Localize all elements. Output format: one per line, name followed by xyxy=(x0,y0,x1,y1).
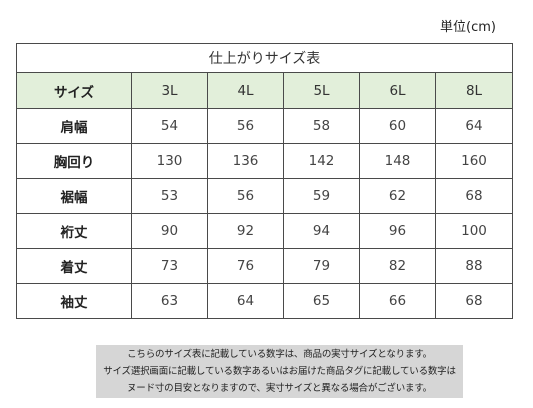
table-row: 裾幅 53 56 59 62 68 xyxy=(16,178,513,214)
row-label: 裾幅 xyxy=(16,178,132,214)
row-label: 着丈 xyxy=(16,248,132,284)
table-cell: 68 xyxy=(435,283,513,319)
size-header-8l: 8L xyxy=(435,72,513,109)
note-line: ヌード寸の目安となりますので、実寸サイズと異なる場合がございます。 xyxy=(126,383,432,394)
table-cell: 73 xyxy=(131,248,208,284)
table-cell: 64 xyxy=(435,108,513,144)
measurement-note: こちらのサイズ表に記載している数字は、商品の実寸サイズとなります。 サイズ選択画… xyxy=(96,345,463,398)
table-cell: 64 xyxy=(207,283,284,319)
table-row: 裄丈 90 92 94 96 100 xyxy=(16,213,513,249)
table-cell: 92 xyxy=(207,213,284,249)
table-row: 肩幅 54 56 58 60 64 xyxy=(16,108,513,144)
table-cell: 136 xyxy=(207,143,284,179)
size-chart-table: 仕上がりサイズ表 サイズ 3L 4L 5L 6L 8L 肩幅 54 56 58 … xyxy=(16,43,513,319)
table-cell: 68 xyxy=(435,178,513,214)
table-cell: 148 xyxy=(359,143,436,179)
size-header-6l: 6L xyxy=(359,72,436,109)
table-row: 胸回り 130 136 142 148 160 xyxy=(16,143,513,179)
table-cell: 82 xyxy=(359,248,436,284)
size-header-3l: 3L xyxy=(131,72,208,109)
table-cell: 56 xyxy=(207,108,284,144)
size-header-4l: 4L xyxy=(207,72,284,109)
note-line: サイズ選択画面に記載している数字あるいはお届けた商品タグに記載している数字は xyxy=(103,366,456,377)
table-cell: 100 xyxy=(435,213,513,249)
note-line: こちらのサイズ表に記載している数字は、商品の実寸サイズとなります。 xyxy=(127,349,432,360)
table-cell: 88 xyxy=(435,248,513,284)
size-header-5l: 5L xyxy=(283,72,360,109)
table-cell: 76 xyxy=(207,248,284,284)
table-title-row: 仕上がりサイズ表 xyxy=(16,43,513,73)
table-row: 着丈 73 76 79 82 88 xyxy=(16,248,513,284)
table-cell: 90 xyxy=(131,213,208,249)
table-cell: 142 xyxy=(283,143,360,179)
table-cell: 53 xyxy=(131,178,208,214)
table-cell: 130 xyxy=(131,143,208,179)
row-label: 裄丈 xyxy=(16,213,132,249)
table-cell: 66 xyxy=(359,283,436,319)
table-cell: 56 xyxy=(207,178,284,214)
table-cell: 160 xyxy=(435,143,513,179)
size-column-header: サイズ xyxy=(16,72,132,109)
table-cell: 58 xyxy=(283,108,360,144)
row-label: 肩幅 xyxy=(16,108,132,144)
table-title: 仕上がりサイズ表 xyxy=(16,43,513,73)
table-cell: 94 xyxy=(283,213,360,249)
table-cell: 63 xyxy=(131,283,208,319)
unit-label: 単位(cm) xyxy=(440,20,496,35)
row-label: 袖丈 xyxy=(16,283,132,319)
table-row: 袖丈 63 64 65 66 68 xyxy=(16,283,513,319)
table-cell: 79 xyxy=(283,248,360,284)
table-header-row: サイズ 3L 4L 5L 6L 8L xyxy=(16,72,513,109)
table-cell: 54 xyxy=(131,108,208,144)
table-cell: 62 xyxy=(359,178,436,214)
table-cell: 65 xyxy=(283,283,360,319)
table-cell: 60 xyxy=(359,108,436,144)
row-label: 胸回り xyxy=(16,143,132,179)
table-cell: 59 xyxy=(283,178,360,214)
table-cell: 96 xyxy=(359,213,436,249)
